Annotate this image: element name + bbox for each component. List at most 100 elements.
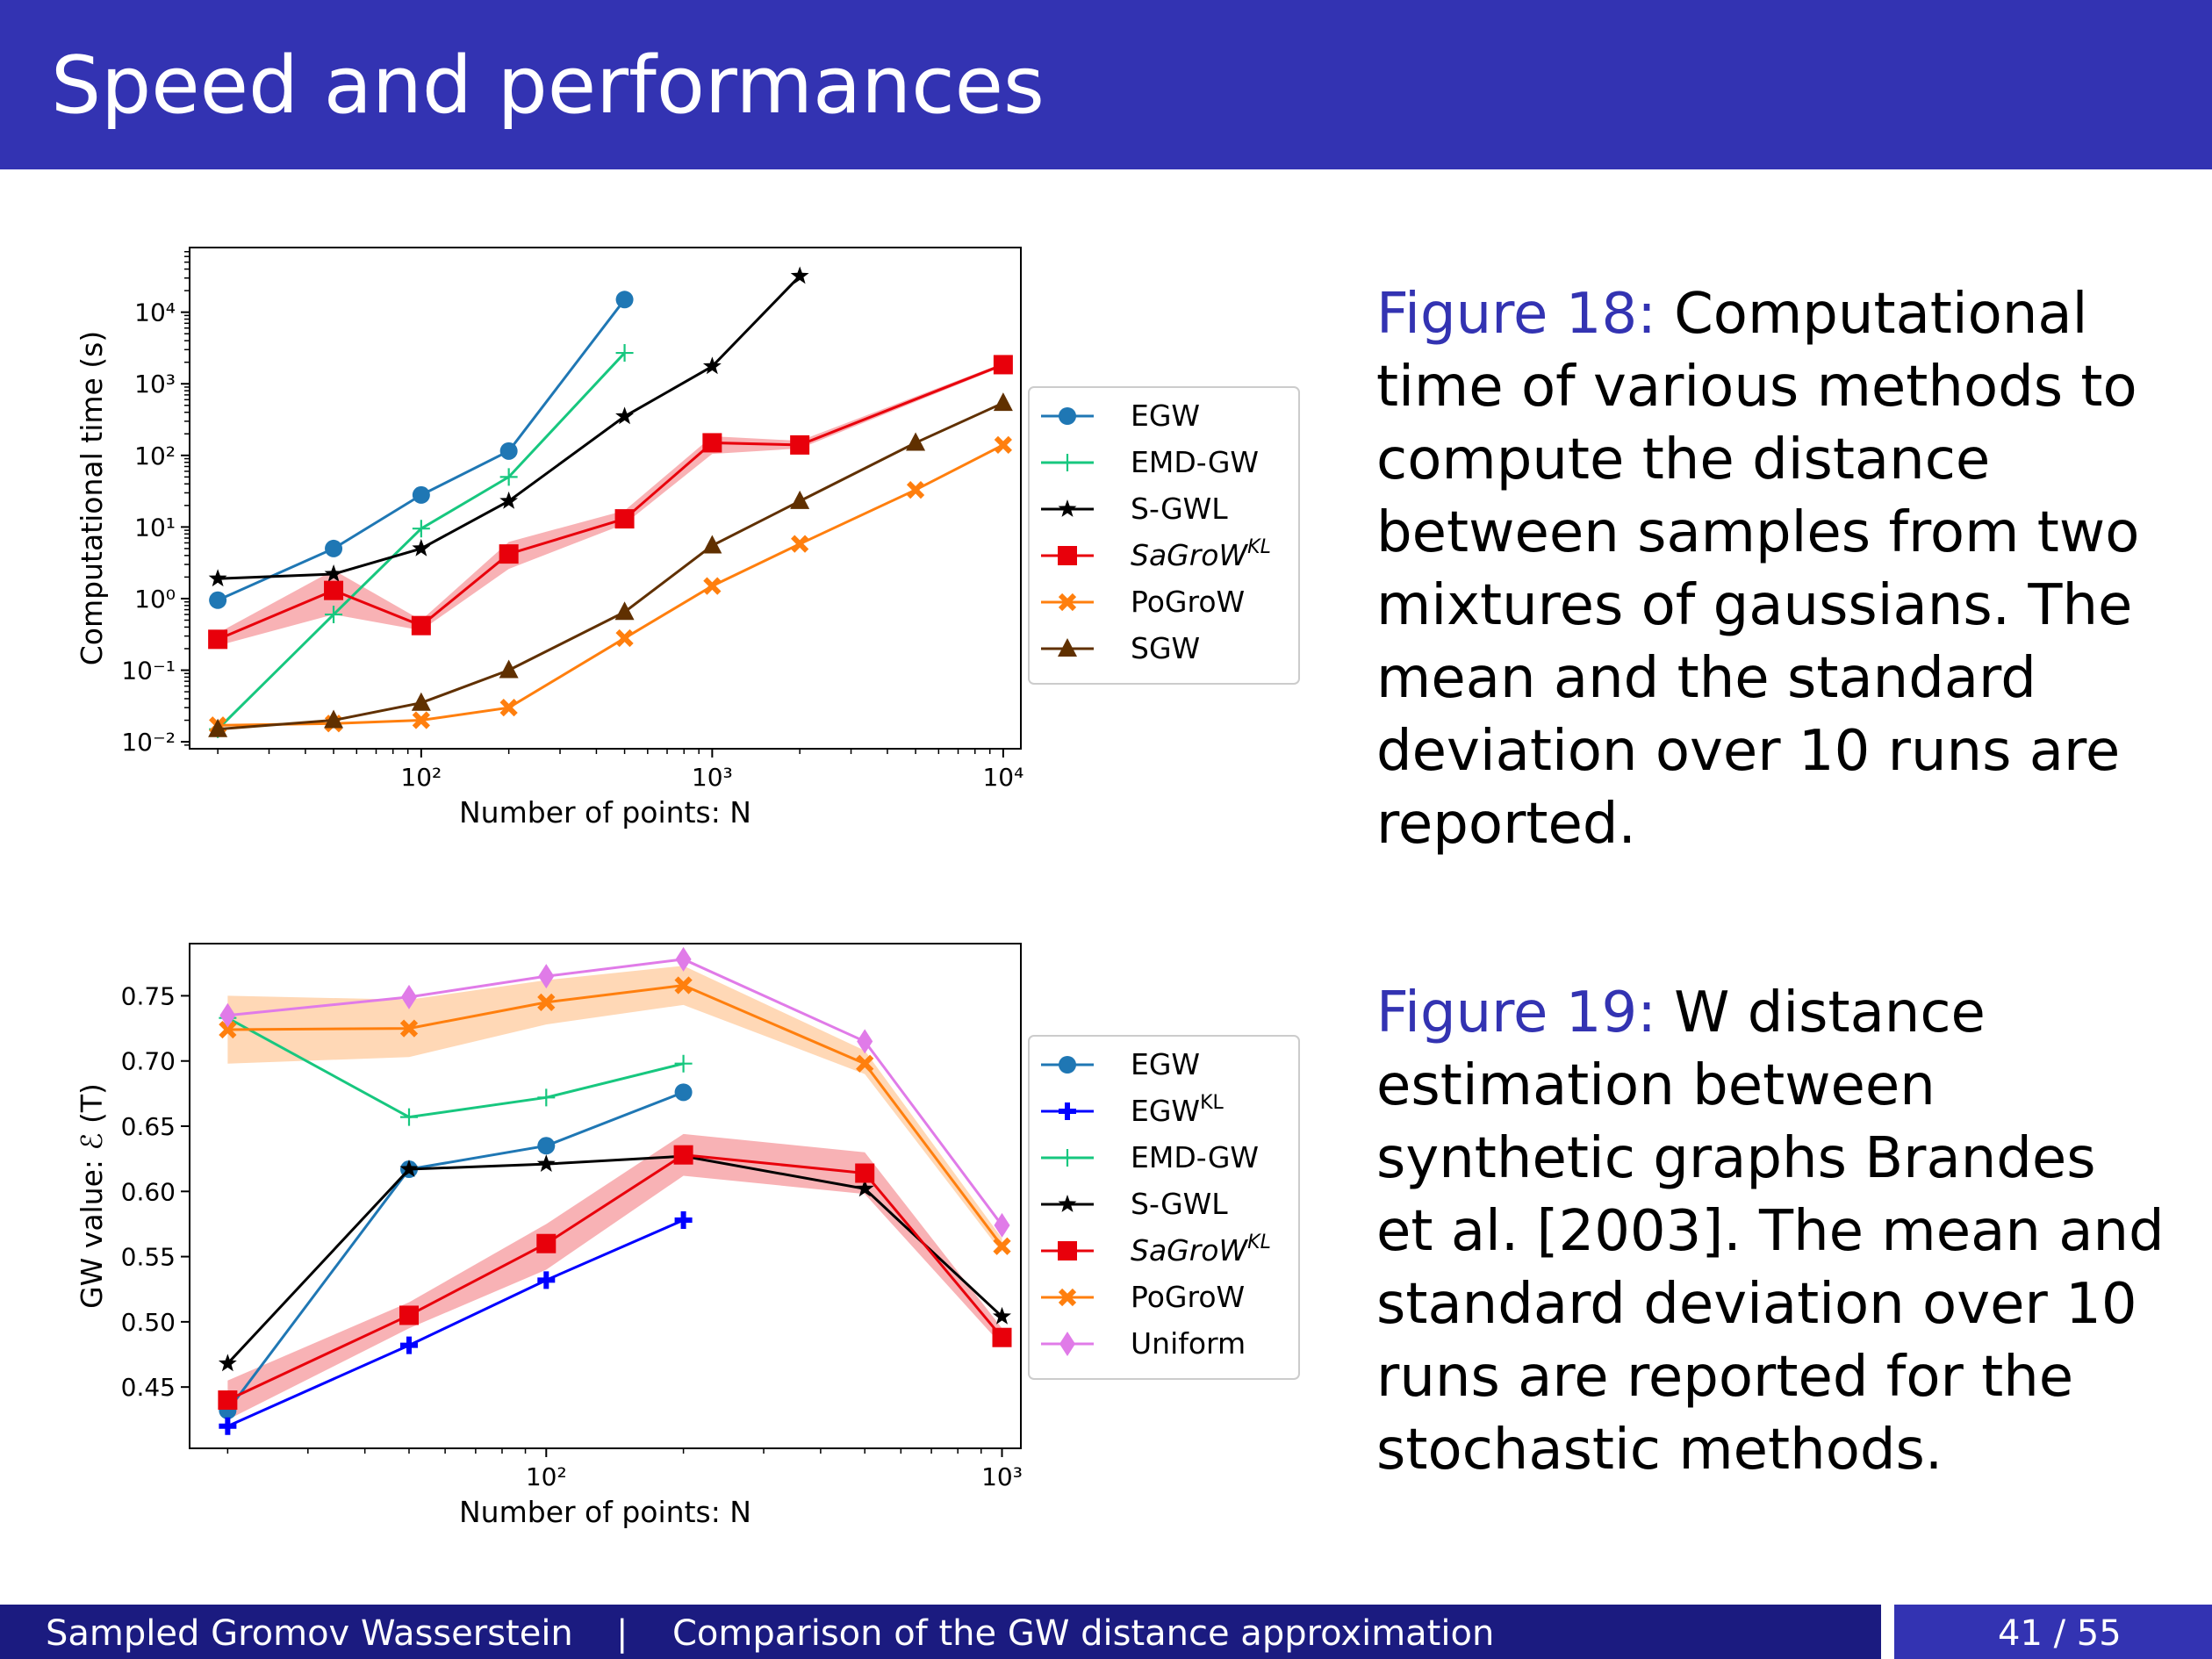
s-gwl-point — [324, 564, 343, 582]
footer-right: 41 / 55 — [1894, 1605, 2212, 1659]
s-gwl-point — [790, 266, 809, 284]
series-sgw — [208, 392, 1013, 737]
legend-label: EMD-GW — [1131, 445, 1259, 479]
sagrow-kl-point — [218, 1390, 238, 1411]
uniform-point — [857, 1029, 873, 1054]
egw-point — [499, 442, 518, 460]
emd-gw-point — [325, 606, 343, 624]
s-gwl-line — [226, 1154, 1003, 1365]
series-egw — [209, 291, 634, 609]
pogrow-point — [219, 1020, 237, 1039]
pogrow-point — [674, 976, 693, 995]
egw-kl-point — [674, 1210, 693, 1229]
emd-gw-line — [226, 1016, 684, 1119]
x-tick-label: 10³ — [981, 1462, 1023, 1491]
x-axis-label: Number of points: N — [459, 1495, 751, 1529]
pogrow-std-band — [227, 966, 1002, 1253]
legend-marker — [1058, 1241, 1077, 1260]
legend: EGW EGWKL EMD-GW S-GWL SaGroWKL PoGroW Uniform — [1028, 1035, 1300, 1380]
legend-label: Uniform — [1131, 1326, 1246, 1361]
legend-label: EMD-GW — [1131, 1140, 1259, 1174]
legend-label: SaGroWKL — [1131, 1232, 1271, 1268]
legend: EGW EMD-GW S-GWL SaGroWKL PoGroW SGW — [1028, 386, 1300, 685]
legend-item-s-gwl: S-GWL — [1041, 492, 1228, 526]
legend-label: S-GWL — [1131, 1187, 1228, 1221]
sagrow-kl-point — [992, 1327, 1012, 1347]
sagrow-kl-point — [499, 544, 519, 564]
y-tick-label: 0.65 — [121, 1112, 176, 1141]
footer-left: Sampled Gromov Wasserstein | Comparison … — [0, 1605, 1881, 1659]
uniform-point — [400, 984, 417, 1009]
legend-item-s-gwl: S-GWL — [1041, 1187, 1228, 1221]
emd-gw-point — [674, 1054, 693, 1073]
uniform-point — [994, 1212, 1010, 1238]
series-sagrow-kl — [208, 355, 1013, 650]
figure-18-caption: Figure 18: Computational time of various… — [1376, 278, 2166, 861]
sagrow-kl-point — [614, 509, 635, 529]
emd-gw-point — [537, 1088, 556, 1107]
legend-marker — [1058, 1288, 1077, 1307]
series-egw-kl — [219, 1210, 693, 1435]
sagrow-kl-std-band — [227, 1133, 1002, 1420]
sagrow-kl-line — [217, 363, 1004, 641]
legend-label: PoGroW — [1131, 1280, 1245, 1314]
plot-frame — [189, 943, 1022, 1449]
y-tick-label: 10⁰ — [134, 585, 176, 614]
pogrow-point — [856, 1054, 874, 1073]
legend-label: EGW — [1131, 1047, 1200, 1081]
legend-item-pogrow: PoGroW — [1041, 585, 1245, 619]
s-gwl-point — [499, 491, 519, 509]
sgw-point — [906, 432, 926, 451]
pogrow-line — [227, 984, 1003, 1247]
footer-separator: | — [616, 1613, 628, 1654]
legend-label: PoGroW — [1131, 585, 1245, 619]
sagrow-kl-point — [702, 433, 722, 453]
legend-marker — [1059, 1332, 1075, 1356]
axes: 10² 10³ 10⁴ 10⁻² 10⁻¹ 10⁰ 10¹ 10² 10³ 10⁴ Number o… — [75, 247, 1023, 830]
y-tick-label: 0.55 — [121, 1243, 176, 1272]
y-tick-label: 10⁻² — [121, 728, 176, 757]
legend-marker — [1059, 407, 1076, 425]
sgw-point — [790, 490, 810, 509]
figure-19-caption: Figure 19: W distance estimation between… — [1376, 977, 2166, 1487]
pogrow-point — [537, 993, 556, 1011]
sagrow-kl-point — [208, 629, 228, 650]
legend-label: EGWKL — [1131, 1092, 1224, 1128]
series-uniform — [219, 946, 1010, 1238]
legend-marker — [1059, 454, 1076, 471]
series-pogrow — [219, 976, 1011, 1255]
sgw-point — [324, 709, 344, 729]
y-tick-label: 10⁴ — [134, 298, 176, 327]
legend-marker — [1058, 1195, 1077, 1212]
egw-point — [674, 1083, 693, 1102]
egw-point — [615, 291, 634, 309]
pogrow-point — [499, 699, 518, 717]
legend-item-uniform: Uniform — [1041, 1326, 1246, 1361]
emd-gw-point — [615, 344, 634, 363]
legend-marker — [1058, 638, 1077, 657]
x-tick-label: 10² — [400, 763, 442, 792]
legend-label: S-GWL — [1131, 492, 1228, 526]
uniform-point — [538, 964, 555, 989]
egw-point — [412, 485, 430, 504]
y-tick-label: 0.75 — [121, 981, 176, 1010]
uniform-point — [675, 946, 692, 972]
legend-marker — [1059, 1056, 1076, 1074]
legend-box — [1028, 386, 1300, 685]
sgw-point — [702, 535, 722, 554]
legend-item-sagrow-kl: SaGroWKL — [1041, 536, 1271, 572]
egw-point — [325, 539, 343, 557]
sgw-point — [499, 659, 519, 679]
pogrow-point — [791, 535, 809, 553]
series-s-gwl — [208, 266, 809, 587]
egw-line — [226, 1090, 685, 1411]
x-tick-label: 10³ — [692, 763, 733, 792]
pogrow-point — [906, 480, 925, 499]
pogrow-point — [399, 1019, 419, 1038]
legend-item-emd-gw: EMD-GW — [1041, 1140, 1259, 1174]
legend-marker — [1059, 1149, 1076, 1167]
y-tick-label: 0.60 — [121, 1177, 176, 1206]
figure-18-label: Figure 18: — [1376, 282, 1656, 347]
pogrow-point — [412, 711, 430, 729]
